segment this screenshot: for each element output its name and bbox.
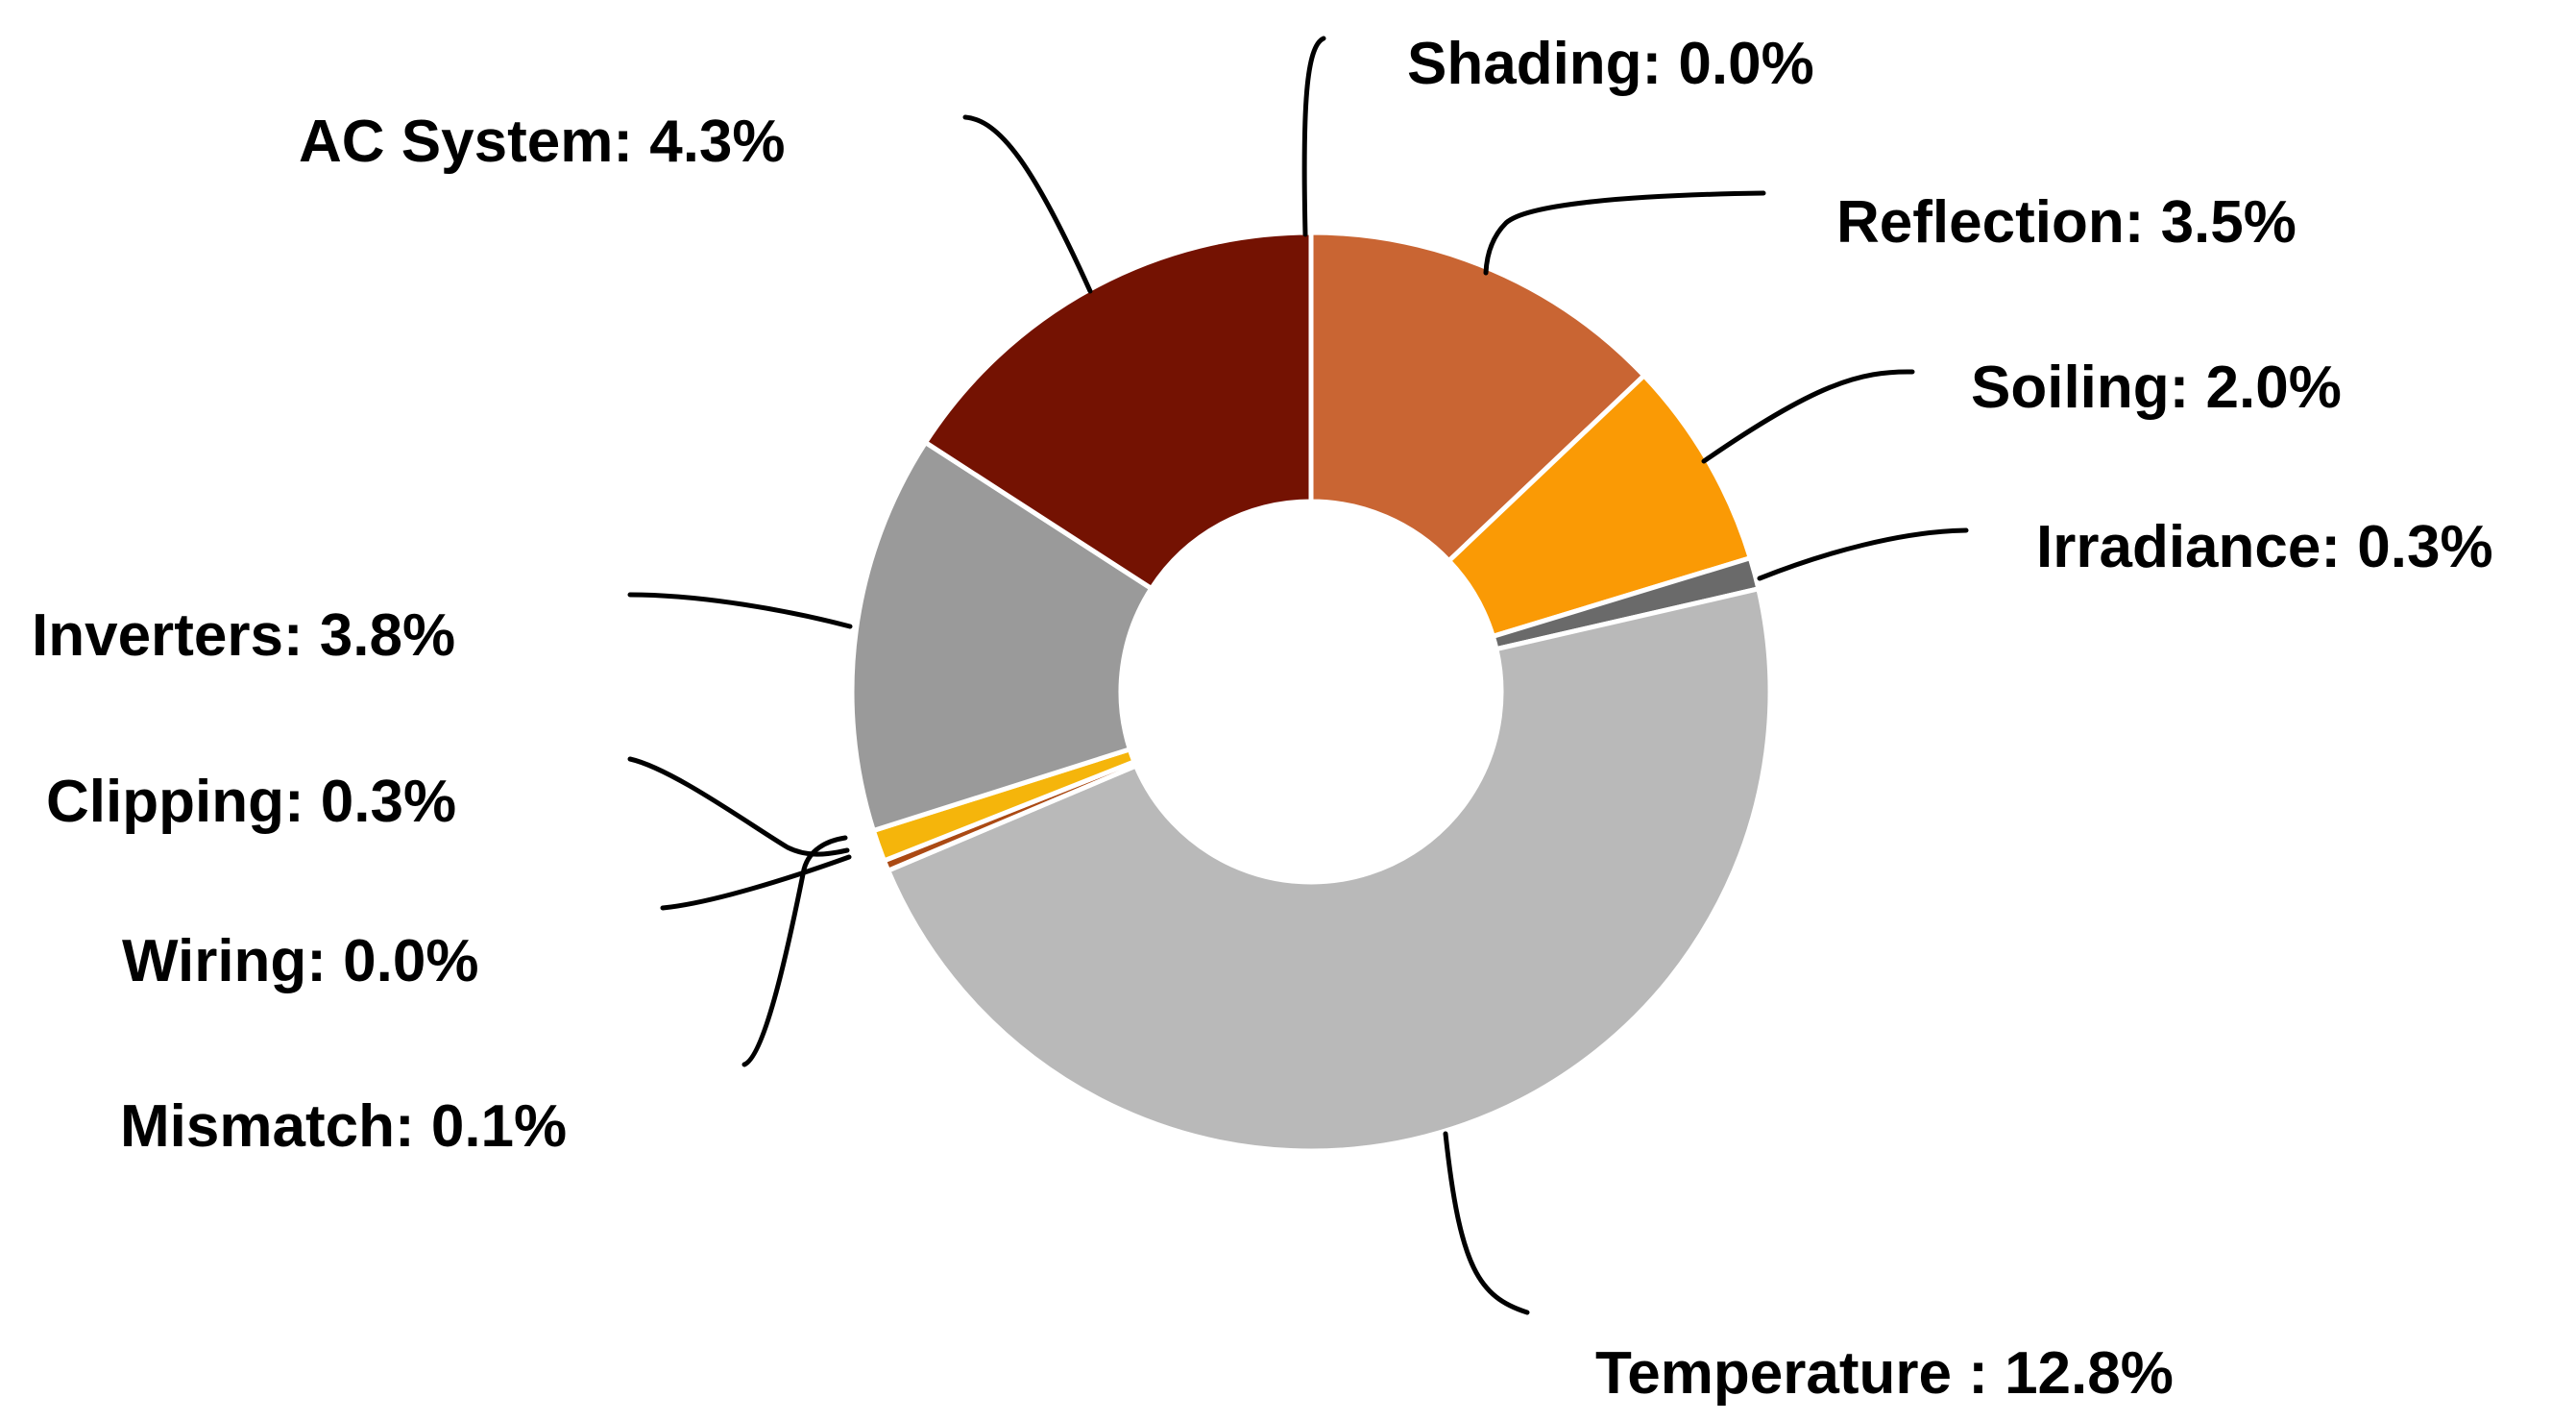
leader-line-wiring <box>660 854 852 911</box>
data-label-soiling: Soiling: 2.0% <box>1971 355 2342 421</box>
leader-line-clipping <box>627 756 850 857</box>
donut-slices <box>849 230 1773 1154</box>
leader-line-irradiance <box>1757 527 1969 581</box>
data-label-reflection: Reflection: 3.5% <box>1836 189 2297 256</box>
data-label-irradiance: Irradiance: 0.3% <box>2036 514 2493 580</box>
leader-line-ac-system <box>962 114 1093 294</box>
leader-lines <box>627 36 1969 1315</box>
data-label-ac-system: AC System: 4.3% <box>299 109 786 175</box>
leader-line-reflection <box>1483 190 1766 276</box>
leader-line-mismatch <box>741 835 848 1067</box>
leader-line-temperature <box>1443 1131 1530 1315</box>
data-label-mismatch: Mismatch: 0.1% <box>120 1093 567 1160</box>
slice-soiling <box>1446 373 1753 639</box>
slice-ac-system <box>923 230 1314 592</box>
data-label-clipping: Clipping: 0.3% <box>46 769 456 835</box>
data-label-temperature: Temperature : 12.8% <box>1595 1340 2174 1407</box>
data-label-shading: Shading: 0.0% <box>1407 31 1814 97</box>
slice-inverters <box>849 440 1154 834</box>
slice-reflection <box>1308 230 1647 564</box>
leader-line-shading <box>1301 36 1326 237</box>
data-labels: Shading: 0.0% Reflection: 3.5% Soiling: … <box>32 31 2493 1407</box>
leader-line-soiling <box>1701 369 1915 464</box>
data-label-wiring: Wiring: 0.0% <box>122 928 479 994</box>
leader-line-inverters <box>627 592 853 629</box>
data-label-inverters: Inverters: 3.8% <box>32 602 455 669</box>
slice-temperature <box>886 586 1773 1154</box>
